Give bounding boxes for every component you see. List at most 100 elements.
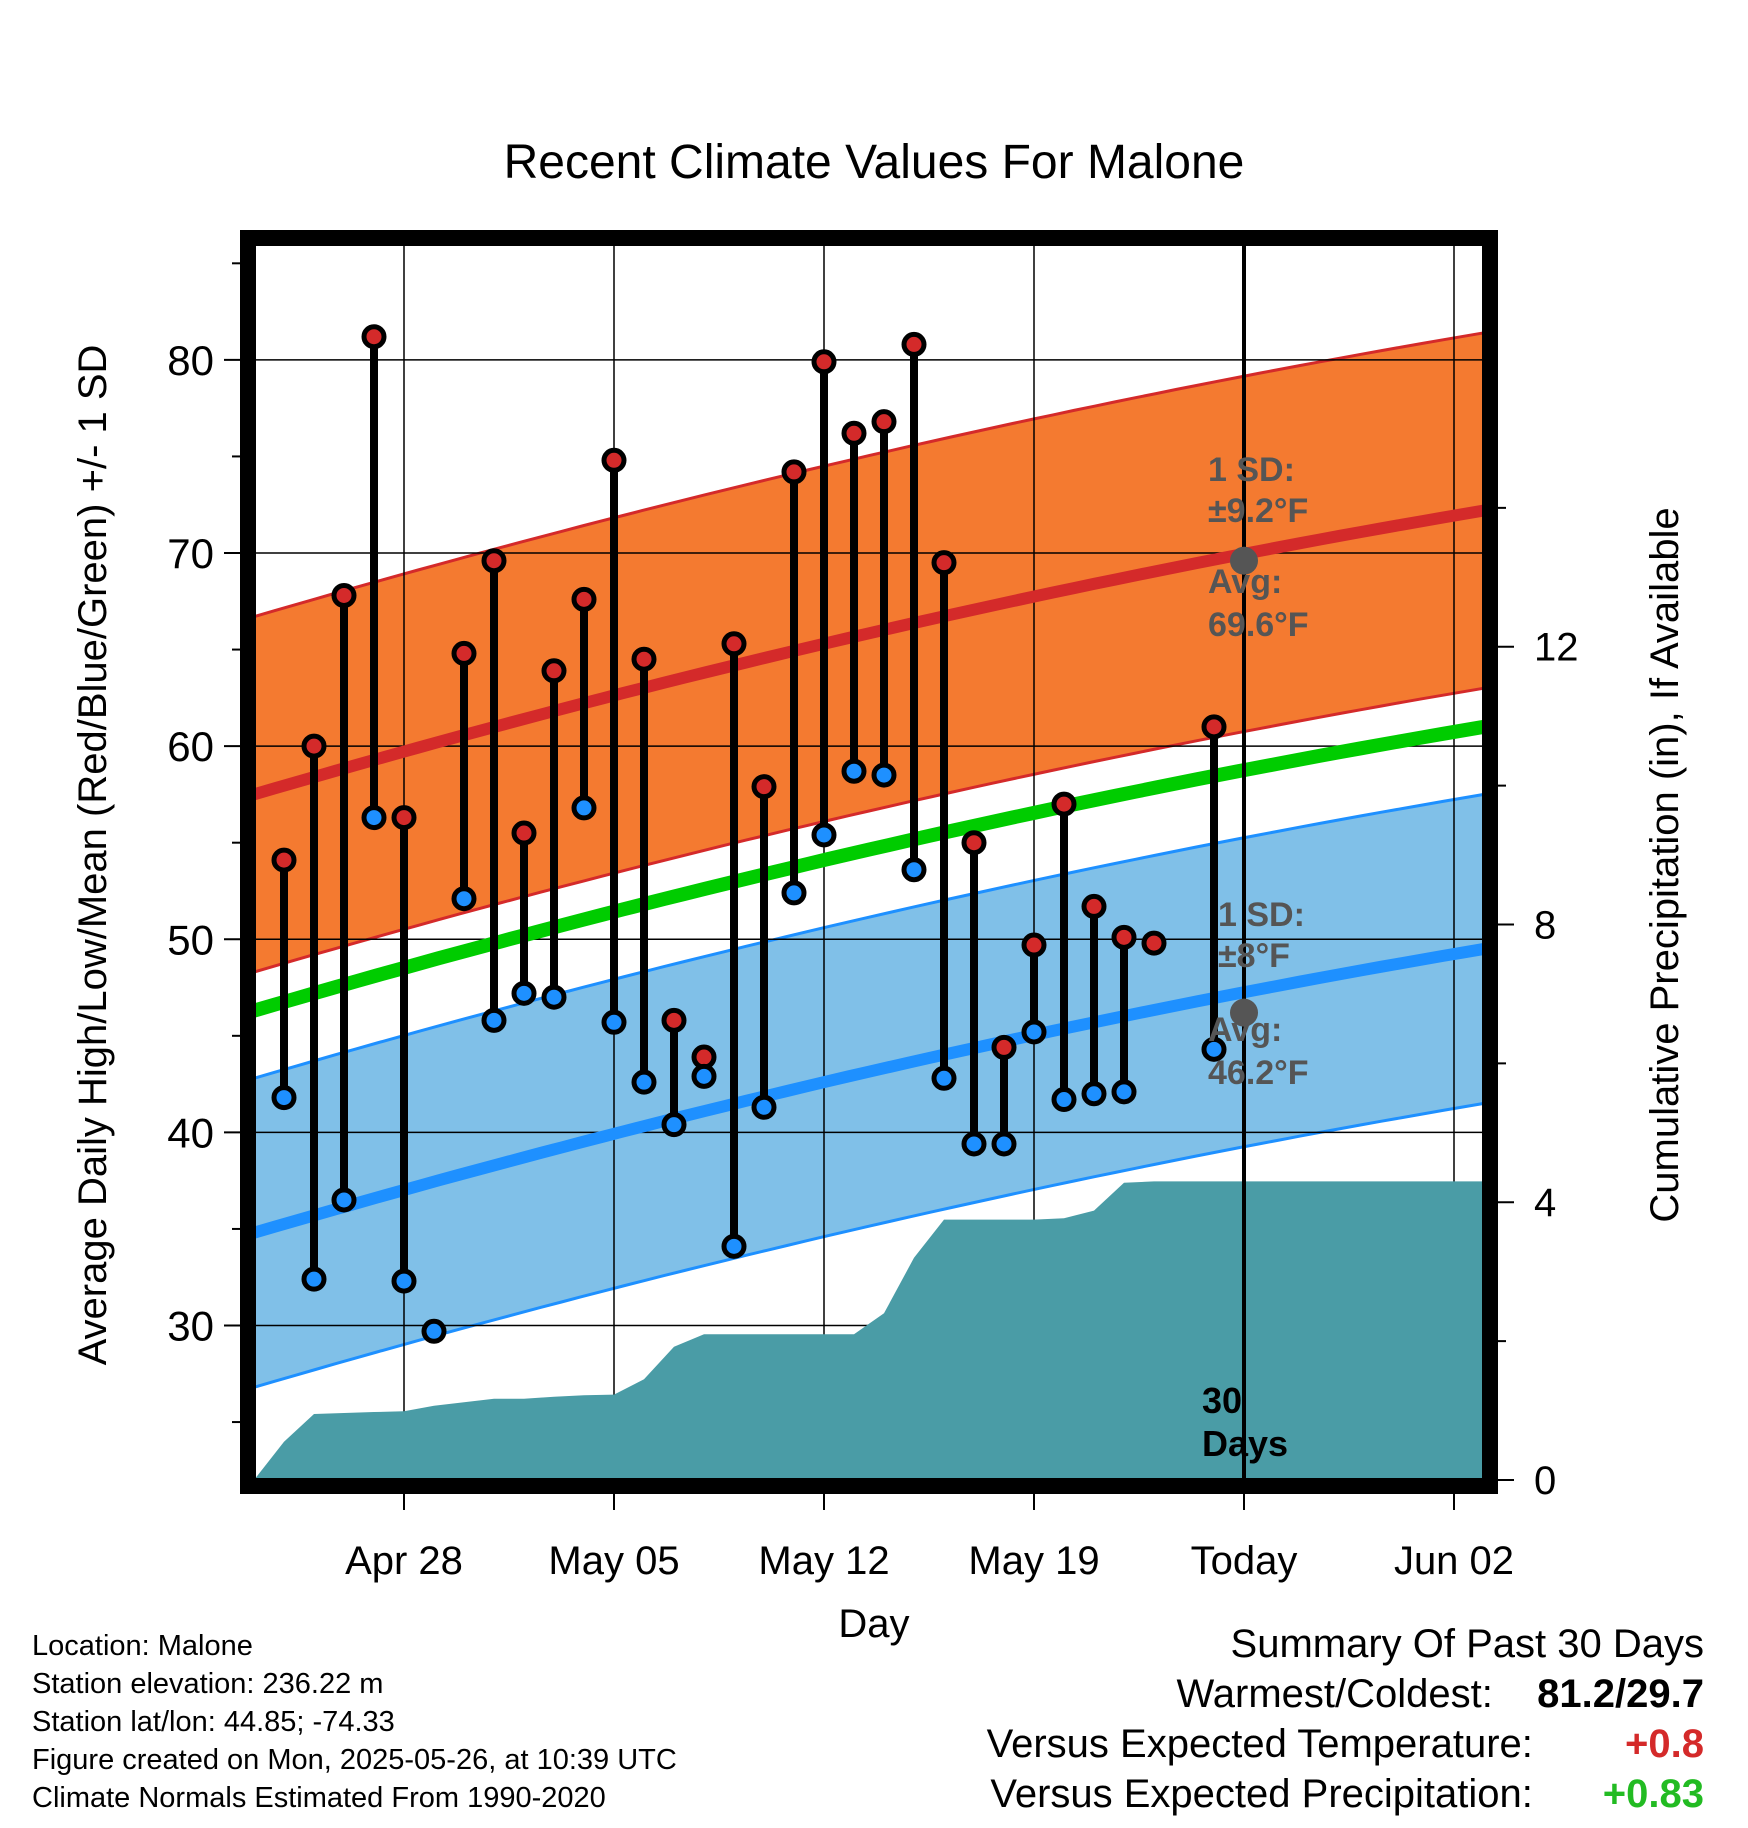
x-tick-label: Apr 28 — [345, 1539, 463, 1583]
daily-low-point — [1021, 1019, 1047, 1045]
daily-stems — [280, 336, 1218, 1282]
temp-anomaly-value: +0.8 — [1625, 1722, 1704, 1766]
low-avg-label: Avg: — [1208, 1011, 1282, 1049]
daily-low-point — [451, 886, 477, 912]
daily-points — [271, 324, 1227, 1344]
daily-high-point — [1141, 930, 1167, 956]
daily-high-point — [511, 820, 537, 846]
daily-low-point — [1201, 1036, 1227, 1062]
high-avg-value: 69.6°F — [1208, 606, 1309, 644]
daily-low-point — [781, 880, 807, 906]
summary-temp: Versus Expected Temperature: +0.8 — [987, 1719, 1704, 1769]
info-normals: Climate Normals Estimated From 1990-2020 — [32, 1782, 606, 1814]
x-tick-label: Today — [1191, 1539, 1298, 1583]
high-sd-label: 1 SD: — [1208, 451, 1295, 489]
today-avg-high-dot — [1230, 546, 1258, 575]
window-label-2: Days — [1202, 1423, 1288, 1464]
normal-low-line — [252, 942, 1486, 1239]
y-left-tick-label: 70 — [167, 530, 214, 577]
daily-high-point — [361, 324, 387, 350]
daily-low-point — [511, 980, 537, 1006]
today-avg-low-dot — [1230, 998, 1258, 1027]
high-band-upper-edge — [253, 331, 1485, 619]
low-band-lower-edge — [253, 1101, 1485, 1389]
precip-anomaly-value: +0.83 — [1602, 1772, 1704, 1816]
y-left-tick-label: 80 — [167, 337, 214, 384]
x-axis-label: Day — [838, 1602, 909, 1646]
plot-frame — [240, 230, 1498, 1494]
daily-high-point — [1111, 924, 1137, 950]
daily-low-point — [571, 795, 597, 821]
daily-high-point — [601, 447, 627, 473]
x-tick-label: May 05 — [548, 1539, 679, 1583]
summary-panel: Summary Of Past 30 Days Warmest/Coldest:… — [987, 1619, 1704, 1819]
y-axis-label-left: Average Daily High/Low/Mean (Red/Blue/Gr… — [71, 345, 115, 1366]
x-tick-label: Jun 02 — [1394, 1539, 1514, 1583]
daily-high-point — [811, 349, 837, 375]
daily-low-point — [931, 1065, 957, 1091]
daily-high-point — [661, 1007, 687, 1033]
daily-high-point — [631, 646, 657, 672]
daily-low-point — [901, 857, 927, 883]
daily-low-point — [751, 1094, 777, 1120]
x-tick-label: May 12 — [758, 1539, 889, 1583]
daily-high-point — [751, 774, 777, 800]
daily-high-point — [571, 586, 597, 612]
today-marker — [1230, 244, 1258, 1480]
low-sd-value: ±8°F — [1218, 937, 1290, 975]
info-location: Location: Malone — [32, 1630, 253, 1662]
high-band-lower-edge — [253, 686, 1485, 974]
daily-high-point — [901, 331, 927, 357]
daily-low-point — [601, 1009, 627, 1035]
daily-high-point — [271, 847, 297, 873]
daily-low-point — [421, 1318, 447, 1344]
daily-low-point — [271, 1085, 297, 1111]
warm-cold-value: 81.2/29.7 — [1537, 1672, 1704, 1716]
precip-anomaly-label: Versus Expected Precipitation: — [990, 1772, 1533, 1816]
low-sd-label: 1 SD: — [1218, 896, 1305, 934]
y-right-tick-label: 0 — [1534, 1459, 1556, 1503]
daily-low-point — [1081, 1081, 1107, 1107]
x-tick-label: May 19 — [968, 1539, 1099, 1583]
daily-high-point — [721, 631, 747, 657]
daily-high-point — [1201, 714, 1227, 740]
daily-high-point — [451, 640, 477, 666]
axes: 30 40 50 60 70 80 0 4 8 12 Apr 28 May 05 May 12 May 1… — [167, 262, 1579, 1583]
daily-low-point — [661, 1112, 687, 1138]
daily-low-point — [631, 1069, 657, 1095]
info-latlon: Station lat/lon: 44.85; -74.33 — [32, 1706, 395, 1738]
daily-high-point — [991, 1034, 1017, 1060]
info-elevation: Station elevation: 236.22 m — [32, 1668, 384, 1700]
plot-border — [240, 230, 1498, 1494]
daily-high-point — [1021, 932, 1047, 958]
daily-low-point — [541, 984, 567, 1010]
summary-heading: Summary Of Past 30 Days — [1230, 1622, 1704, 1666]
daily-low-point — [811, 822, 837, 848]
daily-low-point — [871, 762, 897, 788]
y-left-tick-label: 60 — [167, 723, 214, 770]
daily-low-point — [361, 805, 387, 831]
station-info: Location: Malone Station elevation: 236.… — [32, 1627, 677, 1817]
y-right-tick-label: 8 — [1534, 903, 1556, 947]
daily-high-point — [871, 409, 897, 435]
y-left-tick-label: 40 — [167, 1109, 214, 1156]
summary-precip: Versus Expected Precipitation: +0.83 — [987, 1769, 1704, 1819]
normal-bands — [253, 331, 1485, 1389]
precip-area — [254, 1181, 1484, 1480]
daily-high-point — [1081, 893, 1107, 919]
daily-low-point — [1051, 1087, 1077, 1113]
daily-high-point — [481, 548, 507, 574]
daily-low-point — [301, 1266, 327, 1292]
window-label-1: 30 — [1202, 1380, 1242, 1421]
daily-low-point — [1111, 1079, 1137, 1105]
daily-low-point — [961, 1131, 987, 1157]
daily-high-point — [841, 420, 867, 446]
y-axis-label-right: Cumulative Precipitation (in), If Availa… — [1643, 507, 1687, 1222]
normal-mean-line — [252, 719, 1486, 1018]
temp-anomaly-label: Versus Expected Temperature: — [986, 1722, 1533, 1766]
daily-high-point — [301, 733, 327, 759]
annotations: 1 SD: ±9.2°F Avg: 69.6°F 1 SD: ±8°F Avg:… — [1202, 451, 1309, 1464]
summary-warm-cold: Warmest/Coldest: 81.2/29.7 — [987, 1669, 1705, 1719]
daily-low-point — [691, 1063, 717, 1089]
y-right-tick-label: 12 — [1534, 626, 1579, 670]
